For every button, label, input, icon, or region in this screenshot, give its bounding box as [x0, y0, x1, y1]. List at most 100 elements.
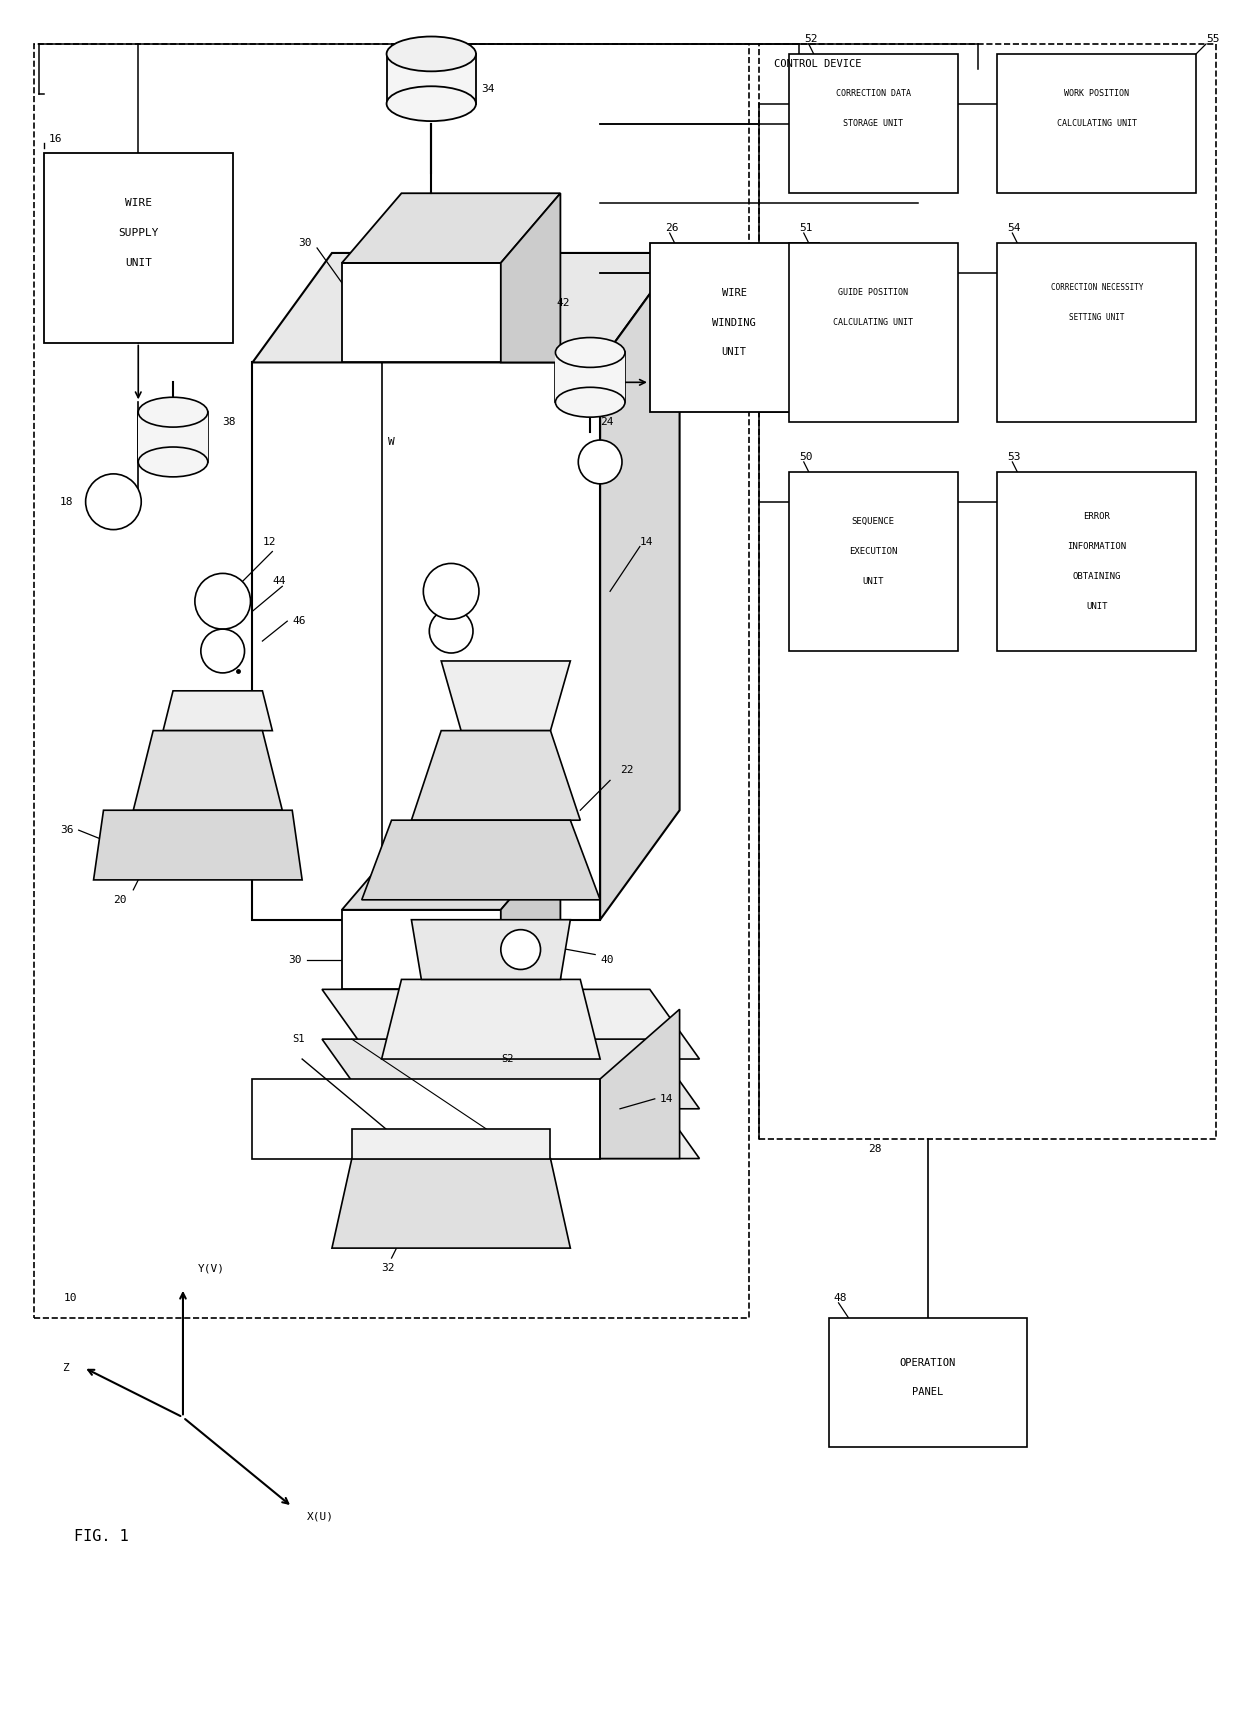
Text: GUIDE POSITION: GUIDE POSITION — [838, 289, 908, 298]
Circle shape — [429, 609, 472, 654]
Text: S2: S2 — [501, 1054, 513, 1065]
Circle shape — [195, 573, 250, 630]
Text: INFORMATION: INFORMATION — [1068, 542, 1126, 550]
Circle shape — [501, 931, 541, 970]
Text: 48: 48 — [833, 1293, 847, 1302]
Text: 28: 28 — [868, 1144, 882, 1154]
Text: W: W — [388, 437, 394, 447]
Text: PANEL: PANEL — [913, 1388, 944, 1397]
Text: 14: 14 — [660, 1094, 673, 1104]
Bar — [342, 263, 501, 363]
Text: CALCULATING UNIT: CALCULATING UNIT — [1056, 119, 1137, 127]
Text: 34: 34 — [481, 84, 495, 95]
Text: WIRE: WIRE — [722, 287, 746, 298]
Text: 36: 36 — [61, 826, 73, 836]
Bar — [997, 471, 1197, 650]
Polygon shape — [342, 839, 560, 910]
Text: 38: 38 — [223, 418, 236, 427]
Bar — [342, 910, 501, 989]
Polygon shape — [412, 731, 580, 820]
Polygon shape — [556, 353, 625, 402]
Bar — [789, 471, 957, 650]
Polygon shape — [164, 691, 273, 731]
Bar — [789, 53, 957, 193]
Text: 20: 20 — [113, 894, 126, 905]
Text: 54: 54 — [1007, 224, 1021, 234]
Text: STORAGE UNIT: STORAGE UNIT — [843, 119, 903, 127]
Text: CORRECTION DATA: CORRECTION DATA — [836, 89, 911, 98]
Polygon shape — [322, 1039, 699, 1109]
Bar — [997, 53, 1197, 193]
Text: FIG. 1: FIG. 1 — [73, 1529, 129, 1545]
Text: X(U): X(U) — [308, 1512, 334, 1522]
Text: WINDING: WINDING — [712, 318, 756, 327]
Circle shape — [423, 564, 479, 619]
Polygon shape — [362, 820, 600, 900]
Ellipse shape — [138, 447, 208, 476]
Text: 55: 55 — [1207, 34, 1219, 45]
Text: SUPPLY: SUPPLY — [118, 229, 159, 237]
Text: SETTING UNIT: SETTING UNIT — [1069, 313, 1125, 322]
Polygon shape — [352, 1128, 551, 1159]
Polygon shape — [412, 920, 570, 979]
Text: CONTROL DEVICE: CONTROL DEVICE — [774, 58, 862, 69]
Ellipse shape — [556, 387, 625, 418]
Text: CALCULATING UNIT: CALCULATING UNIT — [833, 318, 914, 327]
Bar — [253, 363, 600, 920]
Text: UNIT: UNIT — [1086, 602, 1107, 611]
Polygon shape — [342, 193, 560, 263]
Polygon shape — [253, 253, 680, 363]
Bar — [43, 153, 233, 342]
Text: SEQUENCE: SEQUENCE — [852, 518, 895, 526]
Text: 16: 16 — [48, 134, 62, 143]
Polygon shape — [600, 253, 680, 920]
Ellipse shape — [387, 36, 476, 71]
Text: 18: 18 — [61, 497, 73, 507]
Bar — [253, 1078, 600, 1159]
Text: 30: 30 — [289, 955, 303, 965]
Polygon shape — [138, 413, 208, 463]
Text: 22: 22 — [620, 765, 634, 776]
Text: ERROR: ERROR — [1084, 513, 1110, 521]
Polygon shape — [387, 53, 476, 103]
Polygon shape — [501, 839, 560, 989]
Text: 26: 26 — [665, 224, 678, 234]
Ellipse shape — [387, 86, 476, 120]
Polygon shape — [332, 1159, 570, 1249]
Polygon shape — [322, 989, 699, 1060]
Text: 51: 51 — [799, 224, 812, 234]
Circle shape — [578, 440, 622, 483]
Text: WORK POSITION: WORK POSITION — [1064, 89, 1130, 98]
Text: 42: 42 — [557, 298, 570, 308]
Text: 46: 46 — [293, 616, 306, 626]
Text: OBTAINING: OBTAINING — [1073, 571, 1121, 581]
Polygon shape — [382, 979, 600, 1060]
Polygon shape — [501, 193, 560, 363]
Text: 10: 10 — [63, 1293, 77, 1302]
Text: 32: 32 — [382, 1262, 396, 1273]
Ellipse shape — [138, 397, 208, 427]
Polygon shape — [93, 810, 303, 881]
Text: WIRE: WIRE — [125, 198, 151, 208]
Text: Z: Z — [62, 1362, 68, 1373]
Text: UNIT: UNIT — [722, 347, 746, 358]
Text: 40: 40 — [600, 955, 614, 965]
Text: Y(V): Y(V) — [198, 1262, 224, 1273]
Text: 24: 24 — [600, 418, 614, 427]
Text: EXECUTION: EXECUTION — [849, 547, 898, 556]
Bar — [759, 45, 1216, 1139]
Ellipse shape — [556, 337, 625, 368]
Text: 12: 12 — [263, 537, 277, 547]
Bar — [997, 243, 1197, 421]
Text: UNIT: UNIT — [863, 576, 884, 587]
Polygon shape — [441, 660, 570, 731]
Bar — [828, 1318, 1027, 1447]
Circle shape — [86, 475, 141, 530]
Text: CORRECTION NECESSITY: CORRECTION NECESSITY — [1050, 284, 1143, 292]
Polygon shape — [133, 731, 283, 810]
Text: 52: 52 — [804, 34, 817, 45]
Text: 44: 44 — [273, 576, 286, 587]
Polygon shape — [600, 1010, 680, 1159]
Text: 50: 50 — [799, 452, 812, 463]
Text: OPERATION: OPERATION — [900, 1357, 956, 1367]
